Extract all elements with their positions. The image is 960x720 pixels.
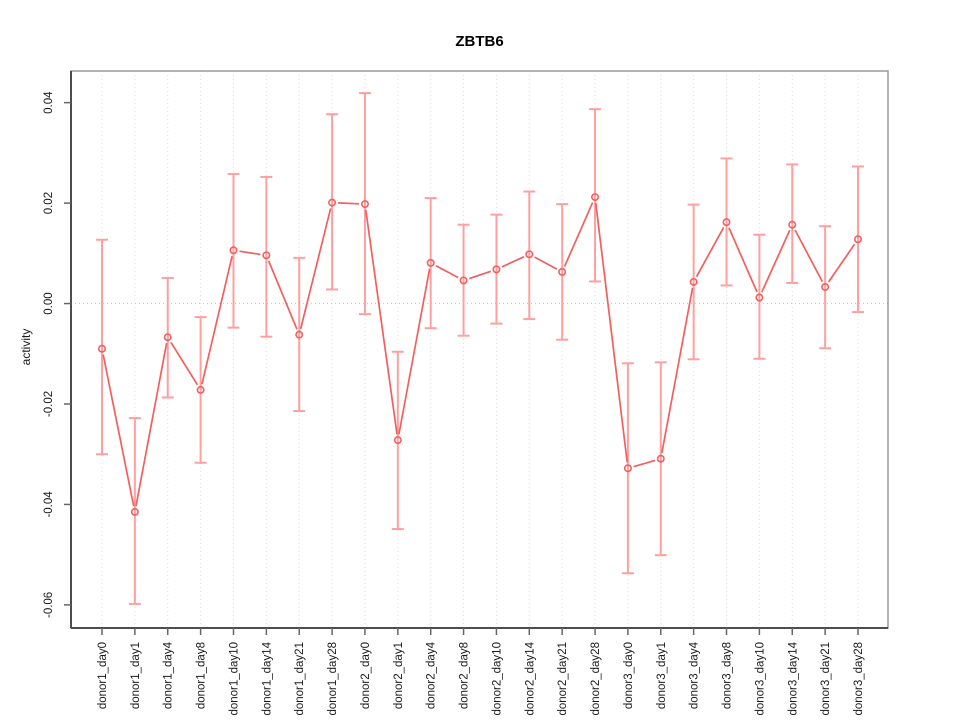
x-tick-label: donor3_day10: [754, 642, 766, 716]
data-point: [689, 277, 698, 286]
x-tick-label: donor1_day28: [327, 642, 339, 716]
series-segment: [299, 208, 332, 330]
data-point: [492, 265, 501, 274]
x-tick-label: donor2_day4: [426, 641, 438, 709]
x-tick-label: donor2_day1: [393, 642, 405, 709]
x-tick-label: donor3_day8: [722, 642, 734, 709]
x-tick-label: donor3_day14: [787, 641, 799, 715]
y-tick-label: -0.02: [43, 391, 55, 417]
x-tick-label: donor1_day1: [130, 642, 142, 709]
data-point: [130, 507, 139, 516]
data-point: [262, 251, 271, 260]
series-segment: [170, 341, 199, 386]
series-segment: [794, 229, 824, 283]
y-axis-title: activity: [19, 328, 33, 366]
data-point: [821, 282, 830, 291]
x-tick-label: donor3_day4: [689, 641, 701, 709]
series-segment: [364, 209, 398, 435]
x-tick-label: donor2_day8: [459, 642, 471, 709]
data-point: [98, 344, 107, 353]
series-segment: [501, 256, 525, 268]
y-tick-label: -0.04: [43, 491, 55, 518]
data-point: [229, 246, 238, 255]
data-point: [295, 330, 304, 339]
data-point: [393, 436, 402, 445]
series-segment: [695, 227, 725, 278]
x-tick-label: donor2_day28: [590, 642, 602, 716]
data-point: [328, 198, 337, 207]
data-point: [788, 220, 797, 229]
x-tick-label: donor1_day21: [294, 642, 306, 716]
series-segment: [827, 243, 856, 283]
data-point: [360, 200, 369, 209]
series-segment: [728, 227, 758, 293]
series-segment: [435, 264, 459, 279]
chart-title: ZBTB6: [455, 33, 504, 50]
data-point: [459, 276, 468, 285]
x-tick-label: donor1_day8: [196, 642, 208, 709]
x-tick-label: donor3_day1: [656, 642, 668, 709]
x-tick-label: donor1_day10: [228, 642, 240, 716]
series-segment: [239, 250, 261, 256]
x-tick-label: donor2_day10: [491, 642, 503, 716]
data-point: [853, 235, 862, 244]
data-point: [163, 333, 172, 342]
x-tick-label: donor2_day21: [557, 642, 569, 716]
y-tick-label: 0.02: [43, 192, 55, 214]
series-segment: [468, 270, 492, 280]
data-point: [591, 193, 600, 202]
series-segment: [633, 459, 656, 468]
y-tick-label: -0.06: [43, 592, 55, 618]
series-segment: [102, 354, 135, 507]
x-tick-label: donor3_day28: [853, 642, 865, 716]
data-point: [196, 385, 205, 394]
x-tick-label: donor2_day0: [360, 642, 372, 709]
x-tick-label: donor1_day14: [261, 641, 273, 715]
x-tick-label: donor3_day21: [820, 642, 832, 716]
series-segment: [563, 202, 594, 267]
data-point: [755, 293, 764, 302]
series-segment: [267, 260, 298, 330]
x-tick-label: donor2_day14: [524, 641, 536, 715]
data-point: [722, 218, 731, 227]
data-point: [525, 250, 534, 259]
series-segment: [398, 268, 431, 435]
series-segment: [661, 287, 694, 453]
data-point: [623, 464, 632, 473]
series-segment: [761, 229, 791, 293]
series-segment: [338, 202, 360, 205]
y-tick-label: 0.00: [43, 292, 55, 314]
plot-box: [70, 70, 889, 629]
x-tick-label: donor3_day0: [623, 642, 635, 709]
data-point: [558, 267, 567, 276]
series-segment: [201, 255, 233, 385]
series-segment: [594, 202, 629, 463]
y-tick-label: 0.04: [43, 91, 55, 114]
x-tick-label: donor1_day0: [97, 642, 109, 709]
series-segment: [534, 256, 558, 270]
x-tick-label: donor1_day4: [163, 641, 175, 709]
series-segment: [135, 342, 168, 507]
data-point: [426, 258, 435, 267]
data-point: [656, 454, 665, 463]
